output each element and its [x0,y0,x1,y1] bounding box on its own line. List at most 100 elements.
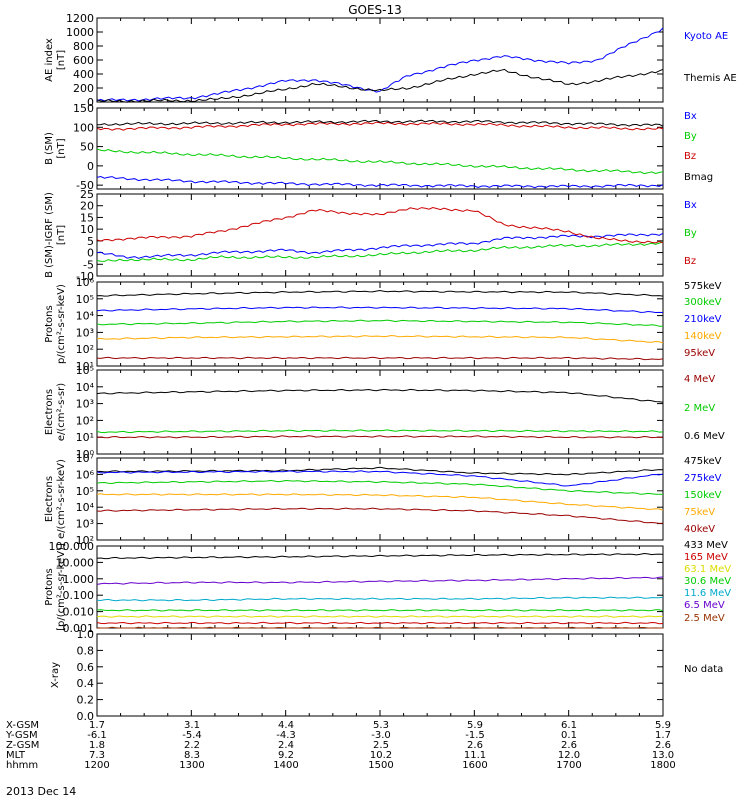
legend-entry: 95keV [684,348,715,359]
legend-entry: Bz [684,151,696,162]
y-tick-label: 10⁵ [76,293,94,306]
y-tick-label: 600 [73,54,94,67]
y-tick-label: 10 [80,223,94,236]
footer-value: 1500 [368,760,393,771]
y-axis-label: [nT] [56,50,67,70]
y-tick-label: 0.0 [77,710,95,723]
footer-value: 13.0 [652,750,674,761]
legend-entry: 11.6 MeV [684,588,731,599]
series-line [96,27,664,102]
panel-frame [96,457,664,541]
y-tick-label: 1.000 [63,573,95,586]
y-tick-label: 10⁴ [76,501,95,514]
y-tick-label: 10⁴ [76,310,95,323]
y-tick-label: 10² [76,343,94,356]
y-axis-label: B (SM) [44,132,55,165]
y-axis-label: e/(cm²-s-sr-keV) [56,459,67,539]
y-tick-label: 15 [80,211,94,224]
y-axis-label: e/(cm²-s-sr) [56,383,67,441]
series-line [96,435,664,439]
footer-value: 1600 [462,760,487,771]
y-tick-label: 1200 [66,12,94,25]
y-tick-label: 0 [87,96,94,109]
y-tick-label: 10⁴ [76,381,95,394]
footer-value: -4.3 [276,730,296,741]
legend-entry: Bx [684,200,697,211]
y-tick-label: 200 [73,82,94,95]
legend-entry: 433 MeV [684,540,728,551]
legend-entry: Bz [684,256,696,267]
y-axis-label: [nT] [56,225,67,245]
y-tick-label: 0.100 [63,589,95,602]
y-tick-label: 400 [73,68,94,81]
panel-frame [96,369,664,455]
footer-value: -5.4 [182,730,202,741]
series-line [96,576,664,585]
legend-entry: 6.5 MeV [684,600,725,611]
y-axis-label: Electrons [44,476,55,522]
legend-entry: 275keV [684,473,722,484]
footer-value: 9.2 [278,750,294,761]
panel-frame [96,107,664,190]
date-label: 2013 Dec 14 [6,785,76,798]
footer-row-label: hhmm [6,760,38,771]
footer-value: 2.6 [561,740,577,751]
footer-value: 1300 [179,760,204,771]
legend-entry: 575keV [684,281,722,292]
footer-value: 12.0 [558,750,580,761]
series-line [96,493,664,511]
y-tick-label: 0 [87,247,94,260]
series-line [96,626,663,629]
series-line [96,148,664,175]
y-tick-label: 25 [80,188,94,201]
legend-entry: 140keV [684,331,722,342]
footer-value: 1800 [650,760,675,771]
series-line [96,334,664,344]
y-axis-label: B (SM)-IGRF (SM) [44,192,55,278]
footer-value: 5.9 [467,720,483,731]
legend-entry: 475keV [684,456,722,467]
y-tick-label: -10 [76,270,94,283]
y-tick-label: 0.6 [77,661,95,674]
y-tick-label: 10⁵ [76,485,94,498]
series-line [96,621,664,625]
legend-entry: 30.6 MeV [684,576,731,587]
legend-entry: 4 MeV [684,374,715,385]
series-line [96,552,664,560]
legend-entry: Themis AE [683,73,737,84]
series-line [96,232,664,259]
y-tick-label: 10⁵ [76,364,94,377]
y-tick-label: 10¹ [76,431,94,444]
series-line [96,609,664,612]
footer-value: 8.3 [184,750,200,761]
series-line [96,175,664,189]
y-tick-label: 150 [73,102,94,115]
legend-entry: Kyoto AE [684,31,728,42]
footer-value: 7.3 [89,750,105,761]
y-axis-label: [nT] [56,138,67,158]
legend-entry: 0.6 MeV [684,431,725,442]
series-line [96,319,663,327]
footer-row-label: Y-GSM [5,730,38,741]
panel-4: 10¹ 10² 10³ 10⁴ 10⁵ 10⁶ Protons p/(cm²-s-sr-keV… [44,276,722,373]
legend-entry: 2 MeV [684,403,715,414]
footer-value: 2.2 [184,740,200,751]
footer-value: 1.7 [655,730,671,741]
y-tick-label: 1.0 [77,628,95,641]
legend-entry: By [684,228,697,239]
footer-row-label: MLT [6,750,26,761]
legend-entry: Bmag [684,172,713,183]
footer-row-label: Z-GSM [6,740,39,751]
y-tick-label: 10⁷ [76,452,94,465]
footer-value: 2.6 [655,740,671,751]
footer-table: X-GSM 1.7 3.1 4.4 5.3 5.9 6.1 5.9 Y-GSM -6.1 -5.4 -… [5,720,676,771]
y-tick-label: 0.2 [77,694,95,707]
series-line [96,507,664,524]
footer-value: -3.0 [371,730,391,741]
y-tick-label: 0.010 [63,606,95,619]
y-axis-label: X-ray [50,662,61,688]
